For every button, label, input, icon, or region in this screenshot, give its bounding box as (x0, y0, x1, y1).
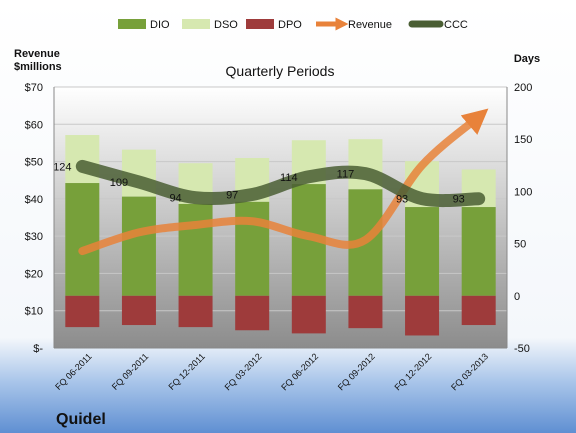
dpo-bar (178, 295, 213, 328)
right-tick-label: 0 (514, 291, 520, 303)
legend-swatch-dpo (246, 19, 274, 29)
ccc-line (75, 159, 486, 208)
ccc-data-label: 93 (453, 194, 465, 206)
ccc-data-label: 93 (396, 194, 408, 206)
right-axis-label: Days (514, 53, 540, 65)
ccc-data-label: 94 (169, 193, 181, 205)
right-tick-label: 50 (514, 239, 526, 251)
dpo-bar (461, 295, 496, 326)
legend-swatch-dio (118, 19, 146, 29)
left-axis-label: Revenue $millions (14, 48, 63, 73)
left-tick-label: $10 (25, 306, 43, 318)
left-tick-label: $40 (25, 194, 43, 206)
right-tick-label: 100 (514, 186, 532, 198)
legend-label: DIO (150, 19, 170, 31)
legend-label: DSO (214, 19, 238, 31)
left-tick-label: $50 (25, 157, 43, 169)
ccc-data-label: 114 (280, 172, 298, 184)
dpo-bar (235, 295, 270, 331)
dio-bar (65, 183, 100, 296)
revenue-line (78, 108, 489, 256)
ccc-data-label: 109 (110, 177, 128, 189)
right-tick-label: -50 (514, 343, 530, 355)
ccc-data-label: 124 (53, 161, 71, 173)
legend-label: DPO (278, 19, 302, 31)
right-tick-label: 200 (514, 82, 532, 94)
legend-label: Revenue (348, 19, 392, 31)
left-tick-label: $- (33, 343, 43, 355)
ccc-data-label: 117 (337, 169, 355, 181)
dio-bar (178, 203, 213, 296)
dpo-bar (348, 295, 383, 329)
dpo-bar (405, 295, 440, 336)
dpo-bar (121, 295, 156, 326)
dpo-bar (65, 295, 100, 328)
ccc-data-label: 97 (226, 190, 238, 202)
dio-bar (405, 207, 440, 296)
dio-bar (121, 196, 156, 296)
right-tick-label: 150 (514, 134, 532, 146)
dpo-bar (291, 295, 326, 334)
left-tick-label: $20 (25, 268, 43, 280)
legend-swatch-dso (182, 19, 210, 29)
legend-label: CCC (444, 19, 468, 31)
left-tick-label: $30 (25, 231, 43, 243)
chart-title: Quarterly Periods (226, 63, 335, 79)
left-tick-label: $70 (25, 82, 43, 94)
left-tick-label: $60 (25, 119, 43, 131)
dio-bar (461, 207, 496, 296)
company-name: Quidel (56, 411, 106, 428)
dio-bar (235, 201, 270, 296)
